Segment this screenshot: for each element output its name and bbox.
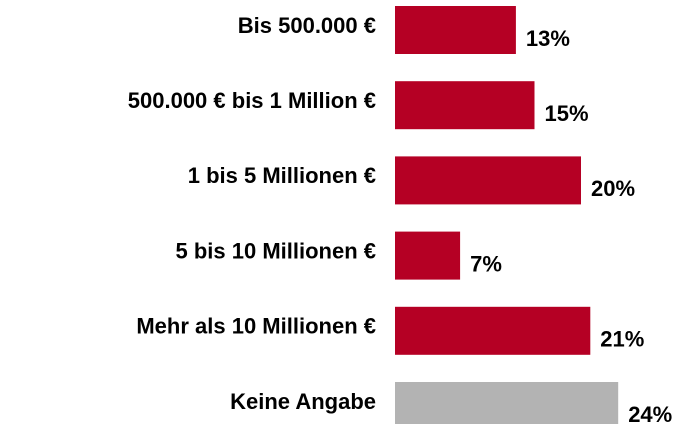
value-label: 24% — [628, 402, 672, 424]
category-label: 5 bis 10 Millionen € — [175, 238, 376, 263]
category-label: Keine Angabe — [230, 389, 376, 414]
value-label: 7% — [470, 251, 502, 276]
bar — [395, 156, 581, 205]
value-label: 15% — [545, 101, 589, 126]
bar — [395, 6, 516, 54]
bar — [395, 306, 591, 355]
category-label: Mehr als 10 Millionen € — [136, 314, 376, 339]
bar — [395, 382, 619, 424]
bar — [395, 81, 535, 130]
value-label: 21% — [600, 327, 644, 352]
category-label: Bis 500.000 € — [238, 13, 376, 38]
value-label: 13% — [526, 26, 570, 51]
category-label: 1 bis 5 Millionen € — [188, 163, 376, 188]
category-label: 500.000 € bis 1 Million € — [128, 88, 376, 113]
value-label: 20% — [591, 176, 635, 201]
bar — [395, 231, 461, 280]
